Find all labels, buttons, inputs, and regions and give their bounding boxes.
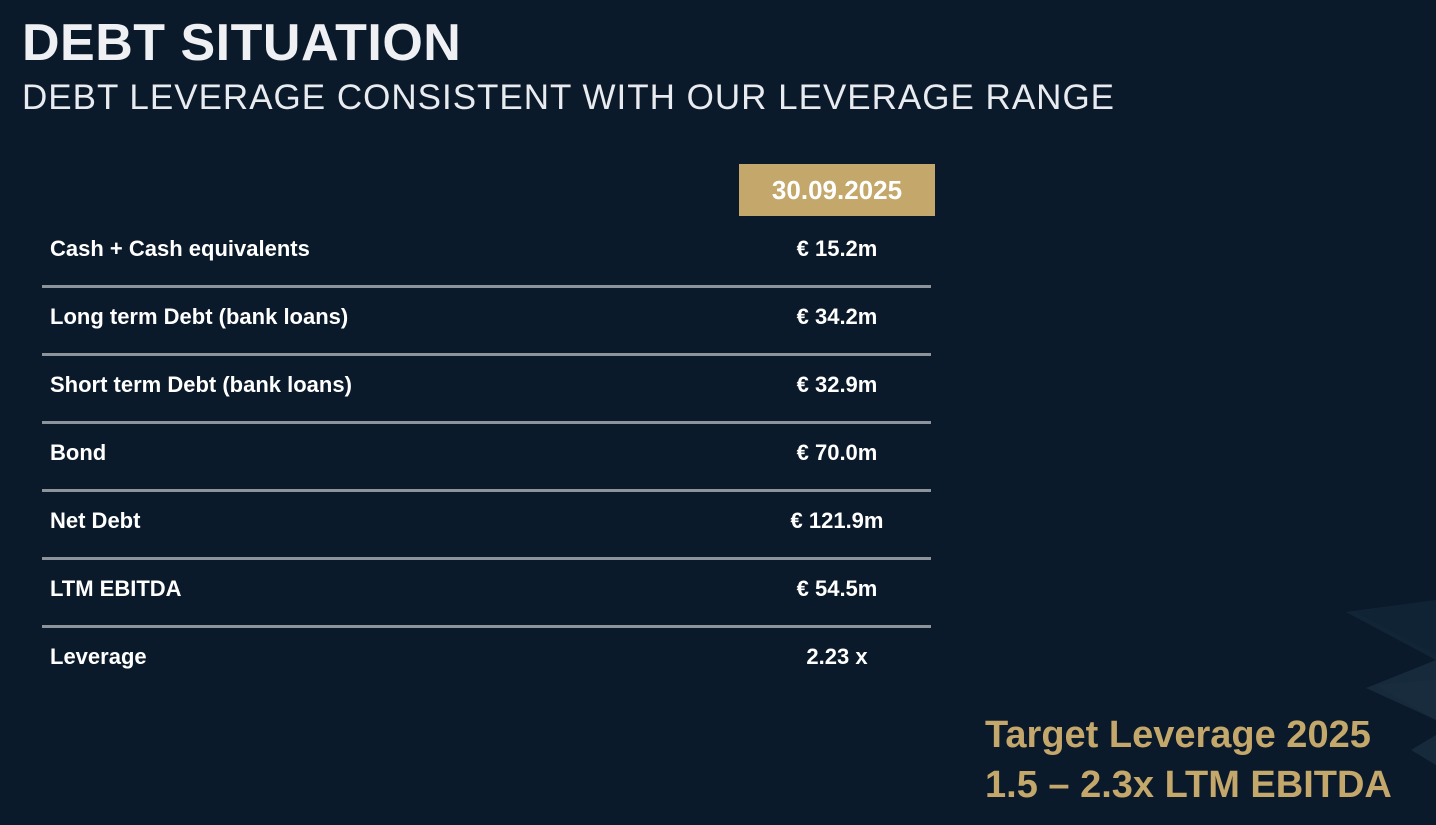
- table-row: Bond € 70.0m: [42, 424, 931, 492]
- row-divider: [42, 421, 931, 424]
- table-row: LTM EBITDA € 54.5m: [42, 560, 931, 628]
- table-row: Short term Debt (bank loans) € 32.9m: [42, 356, 931, 424]
- row-divider: [42, 557, 931, 560]
- row-value: € 34.2m: [796, 304, 878, 329]
- row-value: € 121.9m: [790, 508, 884, 533]
- table-row: Long term Debt (bank loans) € 34.2m: [42, 288, 931, 356]
- row-value: 2.23 x: [806, 644, 868, 669]
- row-label: Leverage: [50, 644, 147, 669]
- row-divider: [42, 285, 931, 288]
- table-row: Net Debt € 121.9m: [42, 492, 931, 560]
- row-value: € 70.0m: [796, 440, 878, 465]
- date-column-header: 30.09.2025: [739, 164, 935, 216]
- debt-table: Cash + Cash equivalents € 15.2m Long ter…: [42, 220, 931, 696]
- row-label: LTM EBITDA: [50, 576, 182, 601]
- table-row: Cash + Cash equivalents € 15.2m: [42, 220, 931, 288]
- row-divider: [42, 489, 931, 492]
- row-value: € 15.2m: [796, 236, 878, 261]
- row-label: Long term Debt (bank loans): [50, 304, 349, 329]
- row-label: Cash + Cash equivalents: [50, 236, 310, 261]
- row-label: Short term Debt (bank loans): [50, 372, 352, 397]
- page-title: DEBT SITUATION: [22, 14, 462, 72]
- target-leverage: Target Leverage 2025 1.5 – 2.3x LTM EBIT…: [985, 710, 1392, 810]
- row-label: Net Debt: [50, 508, 141, 533]
- row-divider: [42, 625, 931, 628]
- target-line-2: 1.5 – 2.3x LTM EBITDA: [985, 764, 1392, 806]
- row-value: € 32.9m: [796, 372, 878, 397]
- row-value: € 54.5m: [796, 576, 878, 601]
- row-divider: [42, 353, 931, 356]
- decorative-chevrons: [1346, 560, 1436, 765]
- page-subtitle: DEBT LEVERAGE CONSISTENT WITH OUR LEVERA…: [22, 78, 1116, 117]
- table-row: Leverage 2.23 x: [42, 628, 931, 696]
- target-line-1: Target Leverage 2025: [985, 714, 1371, 756]
- row-label: Bond: [50, 440, 107, 465]
